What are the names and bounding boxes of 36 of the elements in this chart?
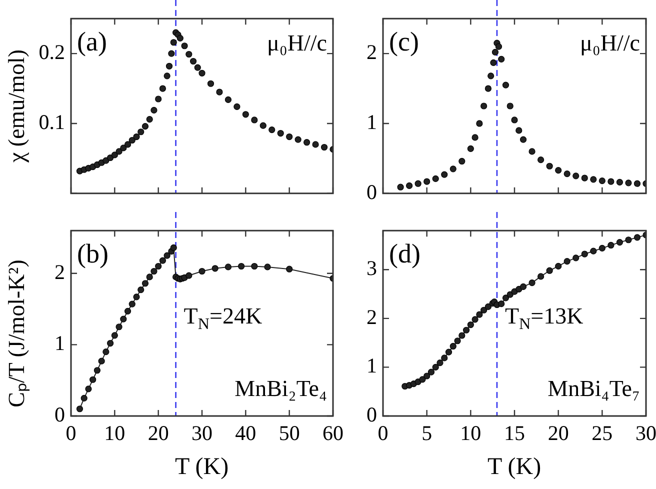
y-tick-label: 2 xyxy=(366,304,377,329)
y-axis-title: Cₚ/T (J/mol-K²) xyxy=(4,260,30,408)
annotation: μ₀H//c xyxy=(580,30,640,56)
y-tick-label: 2 xyxy=(54,260,65,284)
annotation: (a) xyxy=(77,26,107,57)
y-tick-label: 1 xyxy=(54,331,65,356)
x-tick-label: 10 xyxy=(104,421,126,446)
x-tick-label: 20 xyxy=(148,421,169,446)
x-tick-label: 30 xyxy=(636,421,656,446)
y-tick-label: 0 xyxy=(54,402,65,427)
x-tick-label: 20 xyxy=(548,421,569,446)
x-tick-label: 25 xyxy=(592,421,613,446)
x-tick-label: 15 xyxy=(504,421,525,446)
x-tick-label: 5 xyxy=(422,421,432,446)
annotation: (c) xyxy=(389,26,419,57)
x-tick-label: 40 xyxy=(235,421,256,446)
annotation: MnBi₂Te₄ xyxy=(234,376,328,401)
annotation: μ₀H//c xyxy=(267,30,328,56)
y-tick-label: 3 xyxy=(366,256,377,280)
y-tick-label: 0.1 xyxy=(38,110,65,134)
y-tick-label: 1 xyxy=(366,110,377,134)
y-tick-label: 0 xyxy=(366,180,377,204)
y-axis-title: χ (emu/mol) xyxy=(4,49,29,164)
x-axis-title: T (K) xyxy=(488,454,542,480)
x-tick-label: 10 xyxy=(460,421,482,446)
annotation: (d) xyxy=(389,238,420,269)
annotation: MnBi₄Te₇ xyxy=(548,376,640,401)
x-tick-label: 60 xyxy=(322,421,344,446)
y-tick-label: 1 xyxy=(366,354,377,378)
x-tick-label: 50 xyxy=(278,421,300,446)
annotation: (b) xyxy=(77,238,108,269)
y-tick-label: 0 xyxy=(366,402,377,427)
x-axis-title: T (K) xyxy=(175,454,229,480)
x-tick-label: 30 xyxy=(192,421,212,446)
y-tick-label: 2 xyxy=(366,40,377,64)
y-tick-label: 0.2 xyxy=(38,40,65,64)
